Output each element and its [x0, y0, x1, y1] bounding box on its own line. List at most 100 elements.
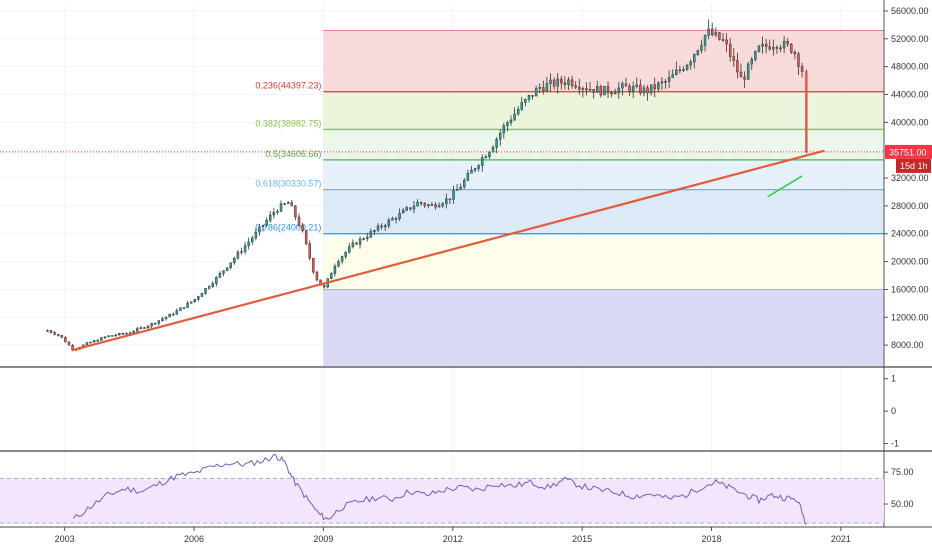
price-candles	[46, 19, 808, 352]
candle-body	[617, 87, 621, 94]
candle-body	[703, 34, 707, 46]
candle-body	[146, 325, 150, 329]
candle-body	[671, 74, 674, 78]
candle-body	[315, 271, 319, 281]
candle-body	[793, 52, 797, 55]
candle-body	[89, 341, 92, 344]
candle-body	[470, 169, 473, 174]
projection-line[interactable]	[767, 175, 803, 198]
candle-body	[477, 165, 480, 169]
candle-body	[258, 226, 261, 233]
candle-body	[171, 313, 175, 316]
candle-body	[592, 88, 595, 93]
candle-body	[445, 198, 448, 204]
price-tick-label: 44000.00	[891, 90, 929, 100]
candle-body	[642, 87, 646, 94]
candle-body	[790, 43, 793, 53]
time-axis[interactable]: 2003 2006 2009 2012 2015 2018 2021	[55, 527, 851, 544]
time-tick-label: 2003	[55, 534, 75, 544]
candle-body	[685, 64, 689, 70]
candle-body	[416, 201, 419, 207]
candle-body	[524, 99, 527, 103]
candle-body	[764, 43, 768, 47]
candle-body	[610, 92, 613, 95]
candle-body	[383, 225, 387, 228]
candle-body	[218, 273, 222, 278]
price-tick-label: 16000.00	[891, 284, 929, 294]
candle-body	[233, 257, 236, 263]
candle-body	[696, 50, 700, 55]
candle-body	[570, 79, 574, 86]
price-tick-label: 40000.00	[891, 117, 929, 127]
candle-body	[283, 203, 286, 205]
candle-body	[779, 47, 782, 50]
fib-zone	[323, 129, 884, 160]
last-price-label: 35751.00	[889, 147, 927, 157]
price-tick-label: 20000.00	[891, 257, 929, 267]
candle-body	[725, 39, 728, 45]
candle-body	[60, 335, 64, 338]
candle-body	[322, 285, 326, 288]
candle-body	[675, 69, 678, 75]
candle-body	[56, 334, 60, 336]
candle-body	[358, 238, 362, 245]
candle-body	[714, 32, 718, 36]
candle-body	[459, 186, 462, 190]
candle-body	[757, 45, 761, 52]
candle-body	[797, 53, 800, 67]
candle-body	[179, 307, 182, 311]
time-tick-label: 2012	[443, 534, 463, 544]
candle-body	[308, 243, 311, 259]
time-tick-label: 2021	[831, 534, 851, 544]
candle-body	[85, 342, 89, 346]
candle-body	[631, 86, 635, 92]
drawing-lines[interactable]	[0, 149, 884, 352]
candle-body	[394, 218, 398, 220]
candle-body	[272, 212, 276, 216]
candle-body	[286, 202, 290, 204]
candle-body	[613, 92, 617, 95]
rsi-tick-label: 75.00	[891, 467, 914, 477]
price-axis-bg	[884, 0, 932, 527]
candle-body	[197, 296, 200, 300]
candle-body	[520, 102, 524, 110]
candle-body	[560, 78, 563, 84]
candle-body	[646, 87, 649, 94]
candle-body	[243, 245, 247, 252]
rsi-panel: 75.00 50.00	[0, 453, 914, 525]
candle-body	[154, 323, 157, 325]
candle-body	[502, 125, 506, 134]
fib-level-label: 0.382(38982.75)	[255, 118, 321, 128]
candle-body	[736, 60, 739, 73]
candle-body	[531, 95, 534, 97]
candle-body	[301, 225, 304, 231]
candle-body	[495, 139, 498, 148]
price-tick-label: 8000.00	[891, 340, 924, 350]
candle-body	[412, 205, 416, 210]
candle-body	[118, 333, 121, 336]
candle-body	[718, 32, 721, 40]
time-tick-label: 2009	[313, 534, 333, 544]
price-axis[interactable]: 8000.00 12000.00 16000.00 20000.00 24000.00 2…	[883, 0, 932, 527]
candle-body	[366, 236, 369, 240]
fibonacci-levels[interactable]: 0.236(44397.23) 0.382(38982.75) 0.5(34606.…	[255, 30, 884, 290]
candle-body	[700, 45, 703, 51]
candle-body	[437, 205, 441, 208]
candle-body	[455, 188, 459, 191]
candle-body	[707, 28, 710, 36]
candle-body	[581, 88, 585, 90]
candle-body	[768, 46, 771, 50]
candle-body	[588, 88, 592, 91]
price-tick-label: 24000.00	[891, 229, 929, 239]
candle-body	[276, 210, 279, 213]
trendline[interactable]	[72, 149, 825, 352]
candle-body	[549, 79, 552, 84]
candle-body	[268, 214, 272, 221]
candle-body	[376, 225, 380, 231]
candle-body	[574, 85, 577, 88]
candle-body	[545, 83, 549, 92]
candle-body	[448, 198, 452, 201]
candle-body-last	[805, 71, 808, 153]
candle-body	[732, 56, 736, 61]
